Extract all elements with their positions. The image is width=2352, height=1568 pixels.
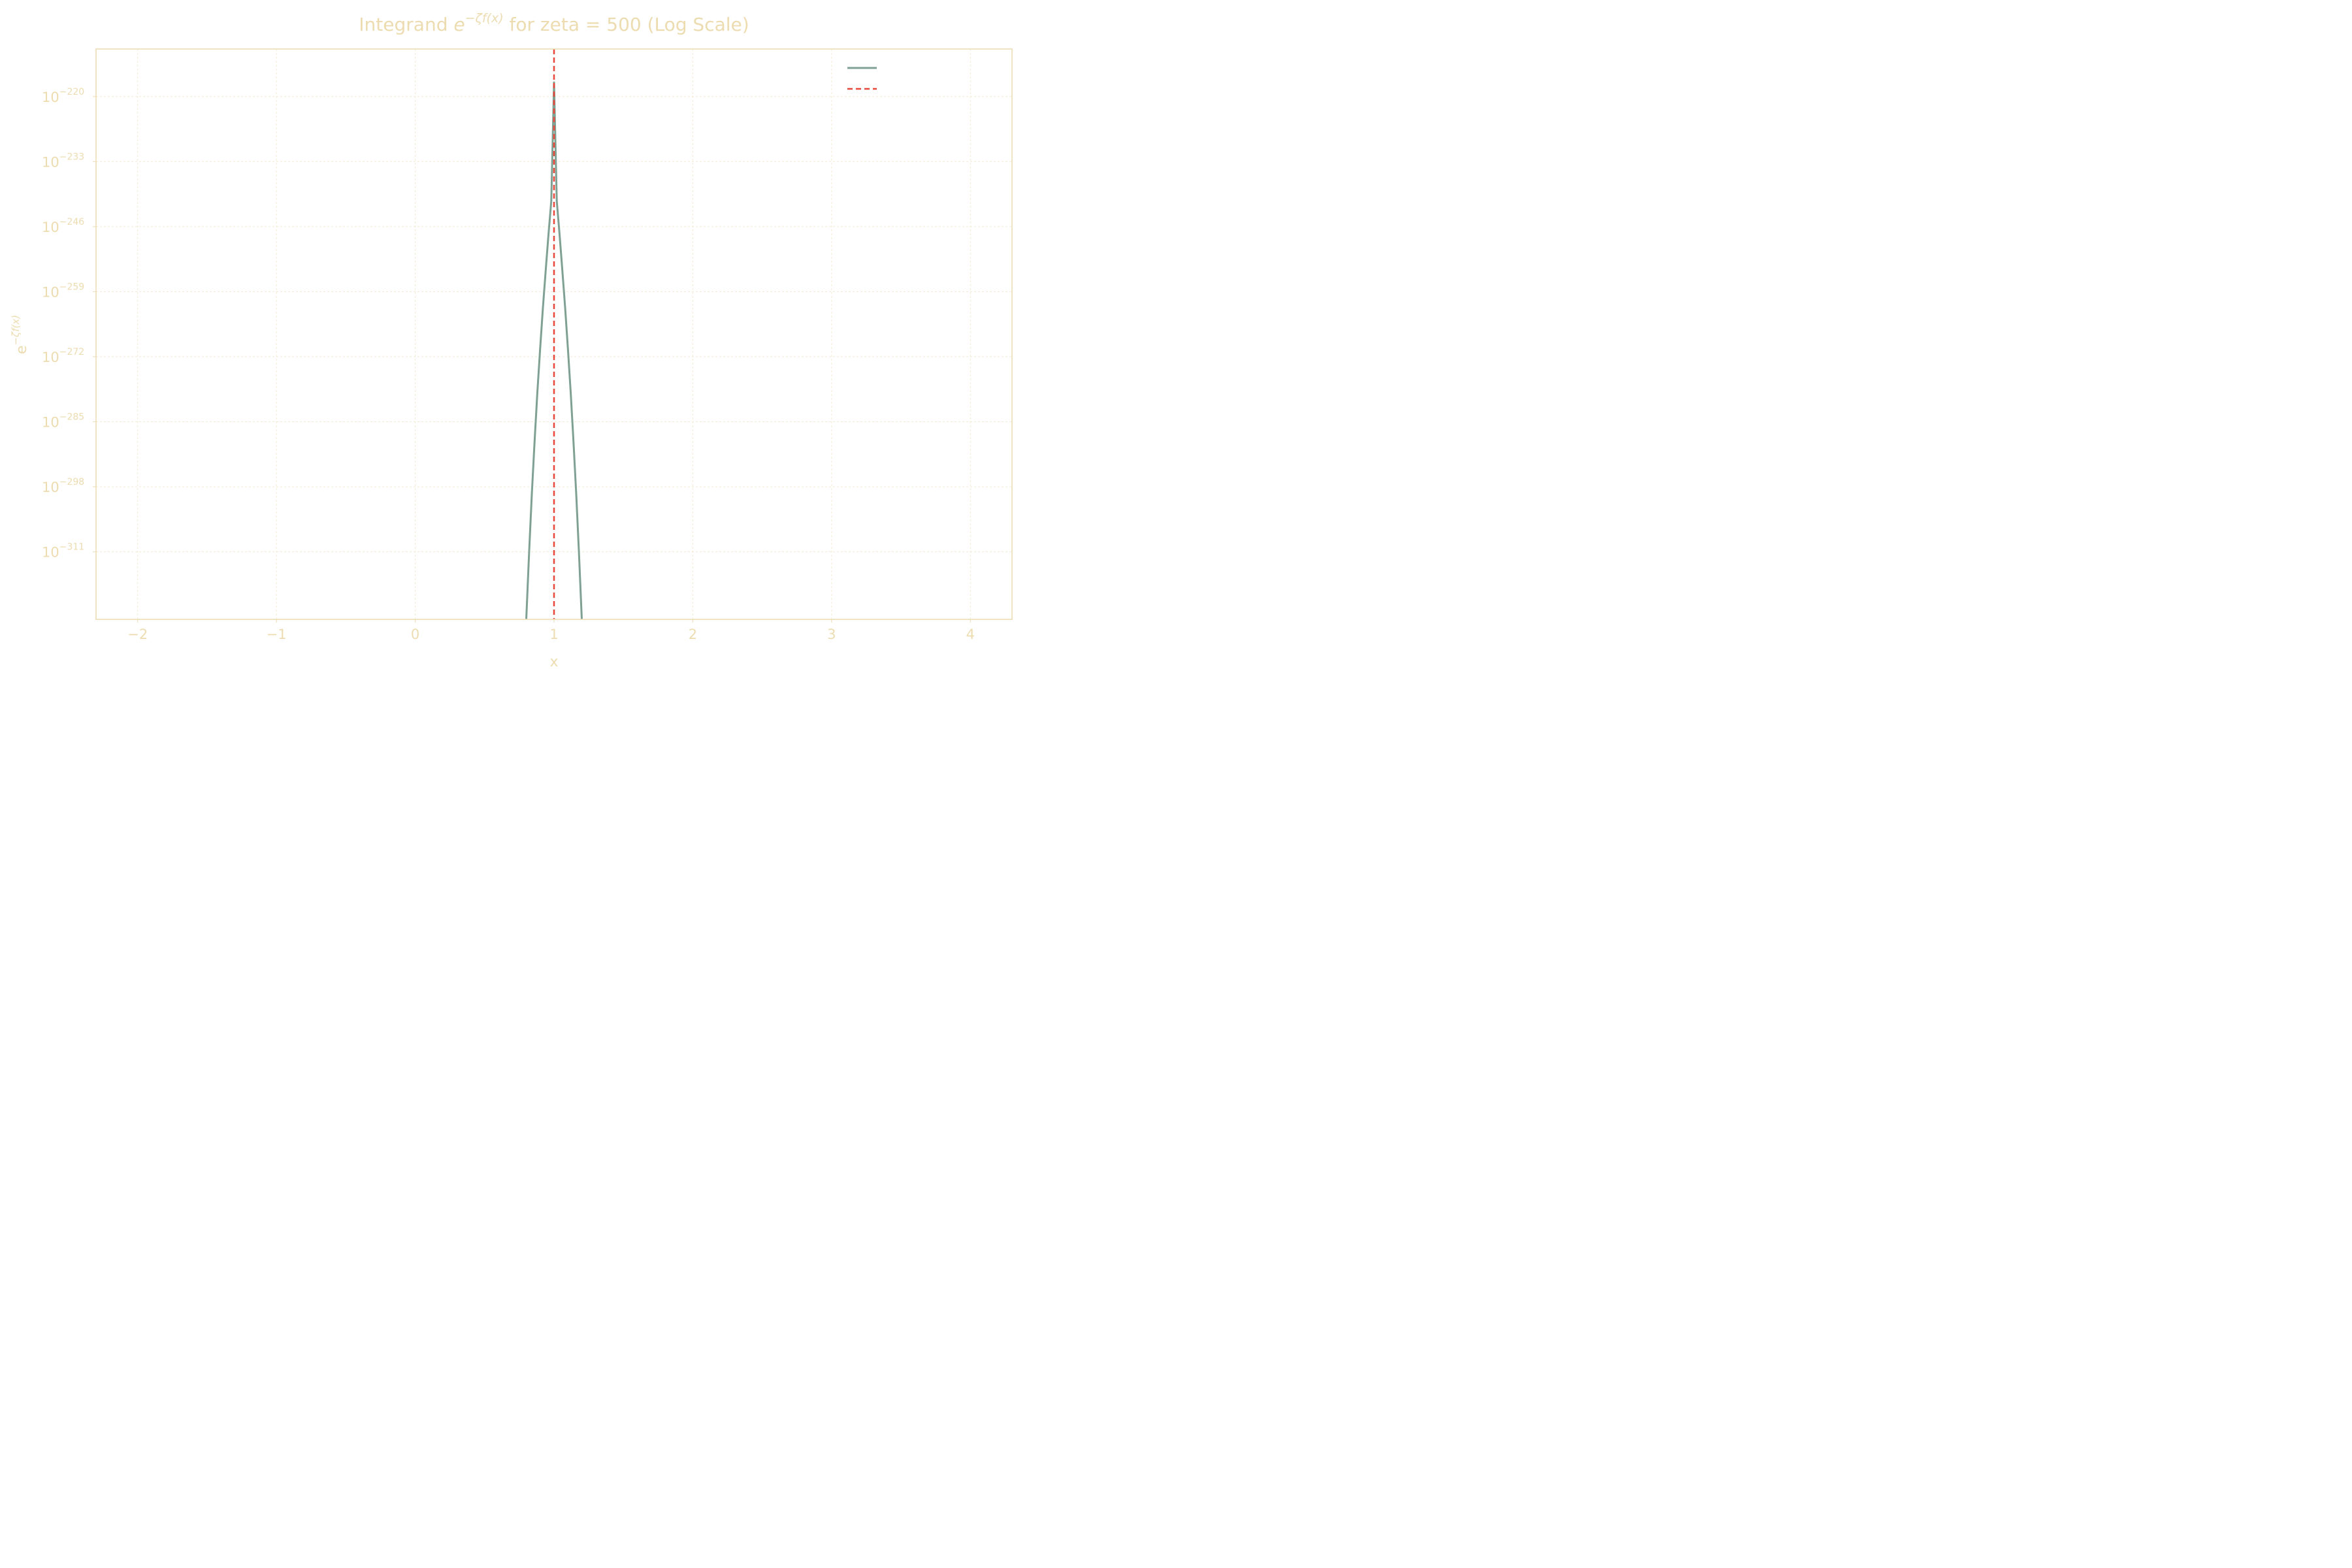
- x-tick-label: 1: [549, 627, 558, 642]
- legend: [847, 67, 877, 90]
- y-tick-label-base: 10: [42, 154, 59, 170]
- chart-title-math-exponent: −ζf(x): [465, 11, 504, 25]
- chart-title: Integrand e−ζf(x) for zeta = 500 (Log Sc…: [359, 11, 749, 35]
- y-axis-label: e−ζf(x): [10, 315, 30, 354]
- y-tick-label-base: 10: [42, 284, 59, 300]
- y-axis-ticks: 10−22010−23310−24610−25910−27210−28510−2…: [42, 87, 96, 561]
- y-tick-label-exponent: −220: [59, 87, 84, 97]
- y-tick-label-base: 10: [42, 220, 59, 235]
- chart: Integrand e−ζf(x) for zeta = 500 (Log Sc…: [0, 0, 1022, 681]
- y-tick-label: 10−298: [42, 477, 84, 495]
- x-axis-ticks: −2 −1 0 1 2 3 4: [127, 619, 975, 642]
- y-tick-label-base: 10: [42, 545, 59, 561]
- x-axis-label: x: [549, 654, 558, 670]
- y-tick-label-exponent: −285: [59, 412, 84, 423]
- y-tick-label: 10−220: [42, 87, 84, 105]
- y-tick-label-exponent: −311: [59, 542, 84, 553]
- y-tick-label-exponent: −246: [59, 217, 85, 227]
- y-tick-label-base: 10: [42, 350, 59, 365]
- y-tick-label: 10−272: [42, 347, 84, 365]
- y-tick-label-base: 10: [42, 480, 59, 495]
- y-tick-label: 10−311: [42, 542, 84, 561]
- y-tick-label-exponent: −233: [59, 152, 84, 162]
- x-tick-label: −1: [267, 627, 287, 642]
- x-tick-label: 2: [689, 627, 697, 642]
- y-tick-label-exponent: −259: [59, 282, 84, 292]
- y-tick-label-exponent: −272: [59, 347, 84, 357]
- plot-area: [525, 49, 583, 620]
- svg-text:e−ζf(x): e−ζf(x): [10, 315, 30, 354]
- x-tick-label: 4: [966, 627, 975, 642]
- y-axis-label-exponent: −ζf(x): [10, 315, 22, 346]
- x-tick-label: 0: [411, 627, 419, 642]
- y-tick-label-exponent: −298: [59, 477, 84, 487]
- y-tick-label: 10−259: [42, 282, 84, 300]
- y-tick-label: 10−233: [42, 152, 84, 170]
- y-tick-label-base: 10: [42, 90, 59, 105]
- y-axis-label-base: e: [14, 346, 30, 355]
- x-tick-label: −2: [127, 627, 148, 642]
- chart-title-prefix: Integrand: [359, 14, 453, 35]
- chart-title-suffix: for zeta = 500 (Log Scale): [504, 14, 749, 35]
- x-tick-label: 3: [827, 627, 836, 642]
- chart-background: [0, 0, 1022, 681]
- y-tick-label-base: 10: [42, 415, 59, 431]
- chart-title-math-base: e: [453, 14, 465, 35]
- y-tick-label: 10−246: [42, 217, 84, 235]
- y-tick-label: 10−285: [42, 412, 84, 431]
